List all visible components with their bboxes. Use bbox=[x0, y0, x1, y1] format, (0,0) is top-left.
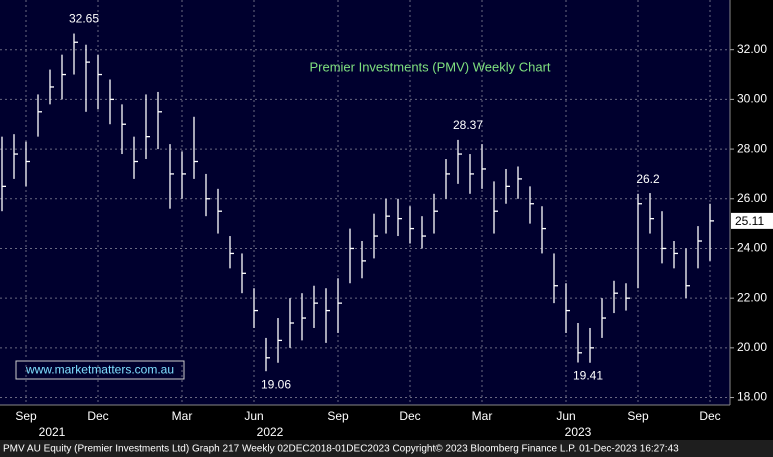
x-tick-label: Jun bbox=[244, 409, 263, 423]
data-label: 28.37 bbox=[453, 118, 483, 132]
y-tick-label: 18.00 bbox=[737, 390, 767, 404]
data-label: 19.06 bbox=[261, 377, 291, 391]
watermark-box bbox=[15, 360, 185, 380]
x-tick-label: Mar bbox=[172, 409, 193, 423]
footer-bar bbox=[0, 440, 773, 457]
data-label: 26.2 bbox=[636, 172, 660, 186]
year-label: 2021 bbox=[39, 425, 66, 439]
last-price-tag bbox=[731, 212, 773, 229]
footer: PMV AU Equity (Premier Investments Ltd) … bbox=[3, 444, 679, 455]
y-tick-label: 22.00 bbox=[737, 290, 767, 304]
last-price-label: 25.11 bbox=[735, 214, 764, 228]
x-tick-label: Dec bbox=[399, 409, 420, 423]
plot-area bbox=[0, 0, 730, 405]
x-tick-label: Jun bbox=[556, 409, 575, 423]
x-tick-label: Dec bbox=[87, 409, 108, 423]
chart-title: Premier Investments (PMV) Weekly Chart bbox=[309, 59, 550, 74]
x-tick-label: Sep bbox=[15, 409, 37, 423]
year-label: 2023 bbox=[565, 425, 592, 439]
x-tick-label: Dec bbox=[699, 409, 720, 423]
data-label: 32.65 bbox=[69, 12, 99, 26]
watermark: www.marketmatters.com.au bbox=[25, 363, 174, 377]
data-label: 19.41 bbox=[573, 369, 603, 383]
y-tick-label: 24.00 bbox=[737, 241, 767, 255]
y-tick-label: 28.00 bbox=[737, 141, 767, 155]
x-tick-label: Sep bbox=[627, 409, 649, 423]
y-tick-label: 30.00 bbox=[737, 92, 767, 106]
x-tick-label: Mar bbox=[472, 409, 493, 423]
y-tick-label: 26.00 bbox=[737, 191, 767, 205]
year-label: 2022 bbox=[257, 425, 284, 439]
x-tick-label: Sep bbox=[327, 409, 349, 423]
y-tick-label: 20.00 bbox=[737, 340, 767, 354]
y-tick-label: 32.00 bbox=[737, 42, 767, 56]
